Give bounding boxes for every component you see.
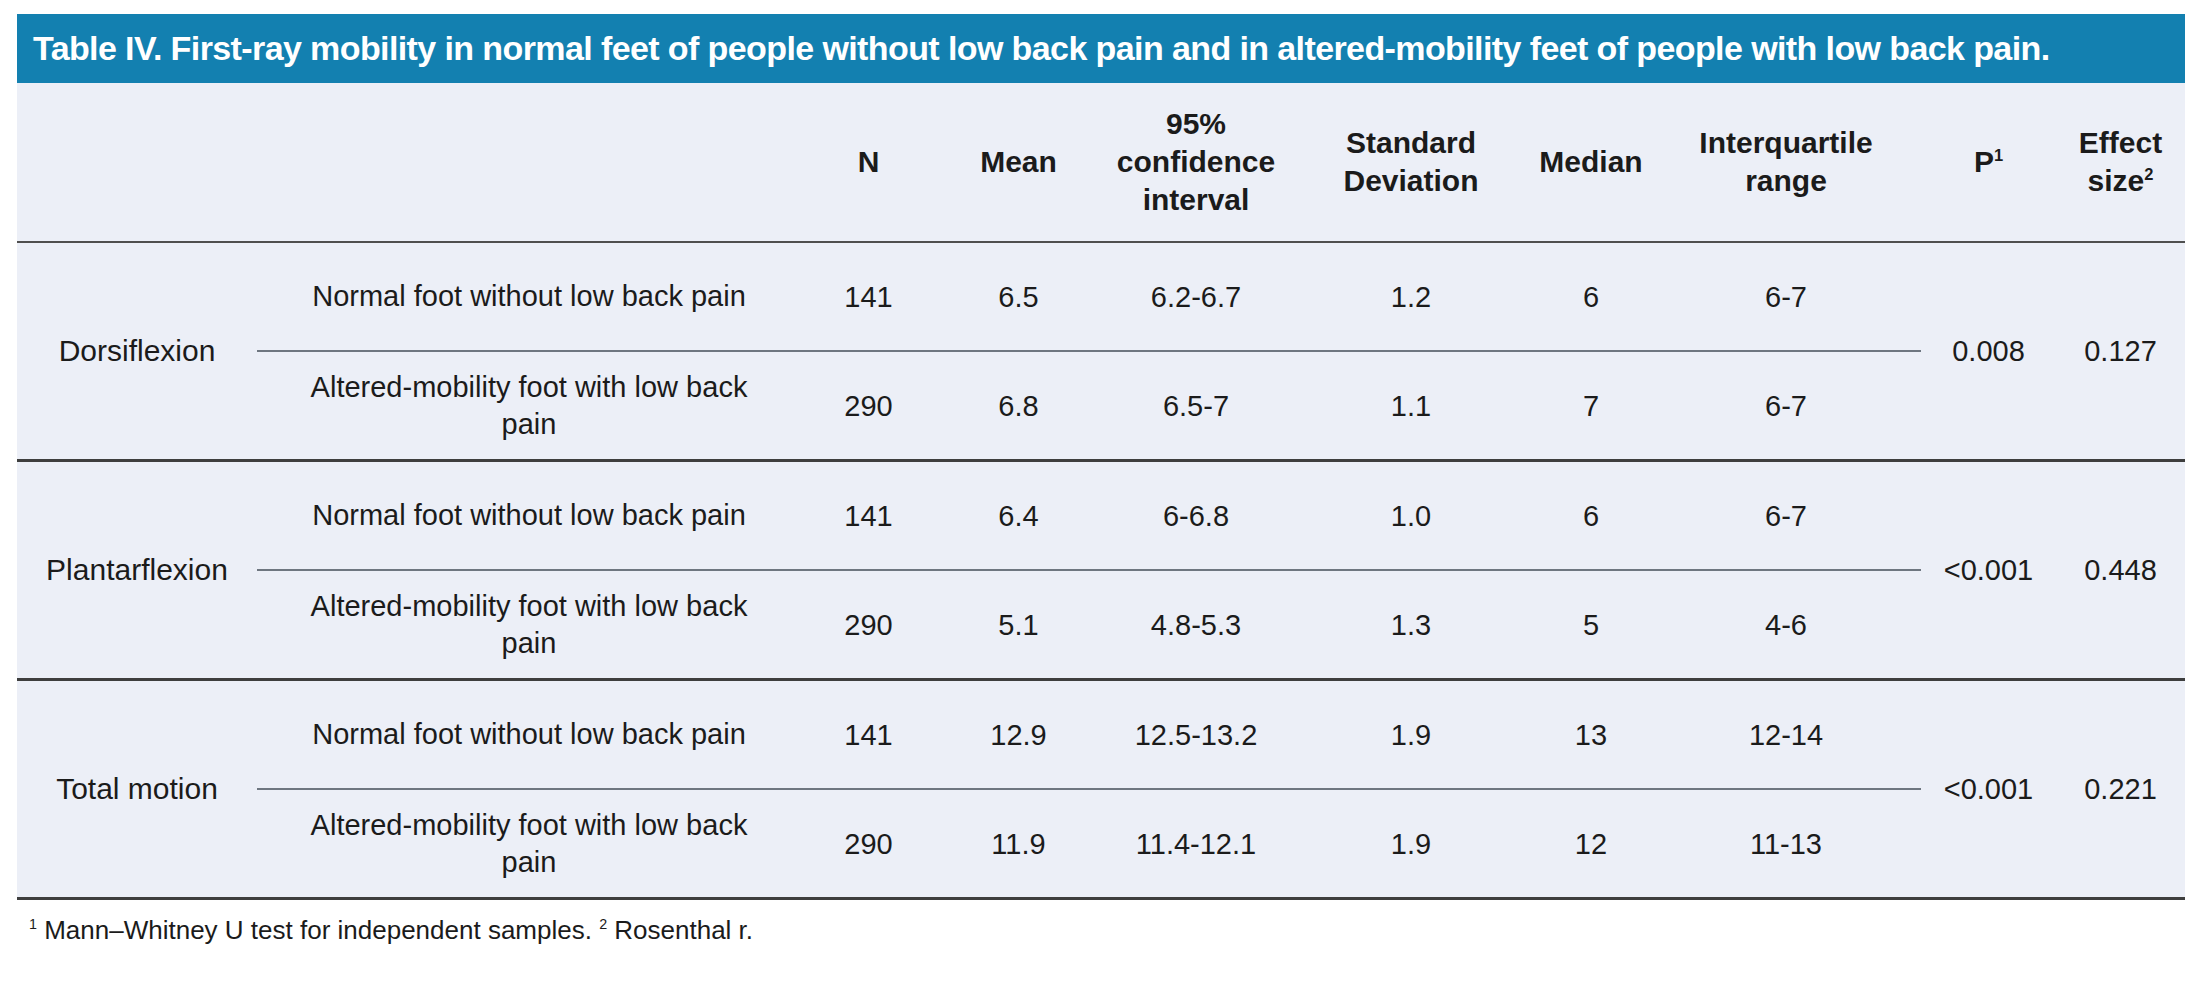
effect-size-label: Effect size	[2079, 126, 2162, 197]
table-footnote: 1 Mann–Whitney U test for independent sa…	[29, 915, 2185, 946]
effect-size-superscript: 2	[2144, 165, 2153, 183]
header-empty-group	[17, 83, 257, 242]
cell-ci: 6-6.8	[1101, 461, 1291, 571]
table-row: Altered-mobility foot with low back pain…	[17, 351, 2185, 461]
row-label-text: Normal foot without low back pain	[312, 497, 746, 534]
cell-iqr: 6-7	[1651, 351, 1921, 461]
footnote-text-1: Mann–Whitney U test for independent samp…	[37, 915, 599, 945]
row-group-label-plantarflexion: Plantarflexion	[17, 461, 257, 680]
row-label-text: Normal foot without low back pain	[312, 278, 746, 315]
page: Table IV. First-ray mobility in normal f…	[0, 0, 2202, 1005]
cell-sd: 1.3	[1291, 570, 1531, 680]
table-row: Altered-mobility foot with low back pain…	[17, 789, 2185, 899]
cell-sd: 1.9	[1291, 680, 1531, 790]
header-empty-label	[257, 83, 801, 242]
row-label-text: Altered-mobility foot with low back pain	[304, 369, 754, 443]
cell-mean: 6.4	[936, 461, 1101, 571]
column-header-ci: 95% confidence interval	[1101, 83, 1291, 242]
footnote-text-2: Rosenthal r.	[607, 915, 753, 945]
row-label: Altered-mobility foot with low back pain	[257, 570, 801, 680]
cell-median: 13	[1531, 680, 1651, 790]
row-label: Normal foot without low back pain	[257, 461, 801, 571]
row-label-text: Altered-mobility foot with low back pain	[304, 588, 754, 662]
cell-iqr: 12-14	[1651, 680, 1921, 790]
row-label: Normal foot without low back pain	[257, 680, 801, 790]
cell-n: 141	[801, 242, 936, 351]
cell-n: 290	[801, 351, 936, 461]
table-row: Dorsiflexion Normal foot without low bac…	[17, 242, 2185, 351]
cell-n: 290	[801, 570, 936, 680]
header-row: N Mean 95% confidence interval Standard …	[17, 83, 2185, 242]
stats-table: N Mean 95% confidence interval Standard …	[17, 83, 2185, 900]
p-superscript: 1	[1994, 146, 2003, 164]
footnote-marker-2: 2	[599, 916, 607, 932]
cell-median: 12	[1531, 789, 1651, 899]
cell-ci: 4.8-5.3	[1101, 570, 1291, 680]
row-label-text: Normal foot without low back pain	[312, 716, 746, 753]
cell-median: 5	[1531, 570, 1651, 680]
cell-n: 141	[801, 680, 936, 790]
cell-mean: 12.9	[936, 680, 1101, 790]
cell-iqr: 11-13	[1651, 789, 1921, 899]
row-group-label-dorsiflexion: Dorsiflexion	[17, 242, 257, 461]
cell-p-value: <0.001	[1921, 680, 2056, 899]
cell-mean: 6.8	[936, 351, 1101, 461]
column-header-effect-size: Effect size2	[2056, 83, 2185, 242]
cell-n: 290	[801, 789, 936, 899]
footnote-marker-1: 1	[29, 916, 37, 932]
cell-ci: 12.5-13.2	[1101, 680, 1291, 790]
row-label: Altered-mobility foot with low back pain	[257, 351, 801, 461]
cell-ci: 6.2-6.7	[1101, 242, 1291, 351]
cell-p-value: <0.001	[1921, 461, 2056, 680]
row-label-text: Altered-mobility foot with low back pain	[304, 807, 754, 881]
column-header-p: P1	[1921, 83, 2056, 242]
cell-median: 6	[1531, 461, 1651, 571]
p-label: P	[1974, 145, 1994, 178]
table-row: Plantarflexion Normal foot without low b…	[17, 461, 2185, 571]
cell-p-value: 0.008	[1921, 242, 2056, 461]
cell-sd: 1.0	[1291, 461, 1531, 571]
table-row: Altered-mobility foot with low back pain…	[17, 570, 2185, 680]
cell-effect-size: 0.448	[2056, 461, 2185, 680]
table-title: Table IV. First-ray mobility in normal f…	[33, 29, 2050, 67]
table-row: Total motion Normal foot without low bac…	[17, 680, 2185, 790]
cell-mean: 11.9	[936, 789, 1101, 899]
column-header-sd: Standard Deviation	[1291, 83, 1531, 242]
column-header-n: N	[801, 83, 936, 242]
column-header-median: Median	[1531, 83, 1651, 242]
cell-sd: 1.1	[1291, 351, 1531, 461]
cell-sd: 1.2	[1291, 242, 1531, 351]
cell-ci: 11.4-12.1	[1101, 789, 1291, 899]
cell-sd: 1.9	[1291, 789, 1531, 899]
cell-ci: 6.5-7	[1101, 351, 1291, 461]
cell-n: 141	[801, 461, 936, 571]
cell-effect-size: 0.221	[2056, 680, 2185, 899]
cell-mean: 5.1	[936, 570, 1101, 680]
cell-median: 7	[1531, 351, 1651, 461]
cell-median: 6	[1531, 242, 1651, 351]
cell-mean: 6.5	[936, 242, 1101, 351]
column-header-mean: Mean	[936, 83, 1101, 242]
row-label: Altered-mobility foot with low back pain	[257, 789, 801, 899]
row-label: Normal foot without low back pain	[257, 242, 801, 351]
table-title-bar: Table IV. First-ray mobility in normal f…	[17, 14, 2185, 83]
cell-iqr: 4-6	[1651, 570, 1921, 680]
column-header-iqr: Interquartile range	[1651, 83, 1921, 242]
row-group-label-total-motion: Total motion	[17, 680, 257, 899]
cell-iqr: 6-7	[1651, 242, 1921, 351]
cell-effect-size: 0.127	[2056, 242, 2185, 461]
cell-iqr: 6-7	[1651, 461, 1921, 571]
